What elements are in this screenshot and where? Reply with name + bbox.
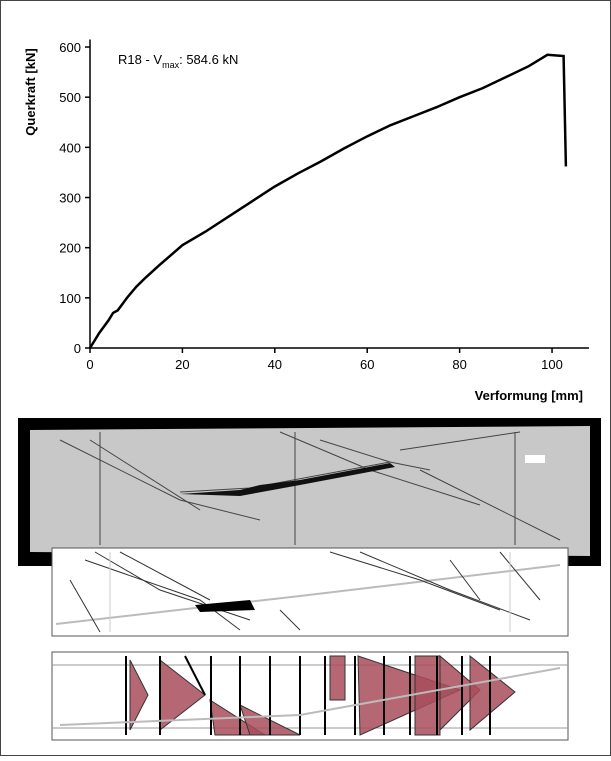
- strut-tie-model: [51, 651, 569, 741]
- x-axis-label: Verformung [mm]: [475, 388, 583, 403]
- y-axis-label: Querkraft [kN]: [23, 48, 38, 135]
- x-tick-label: 80: [452, 357, 466, 372]
- data-line: [88, 53, 568, 349]
- y-tick-label: 200: [59, 241, 81, 256]
- x-tick-label: 40: [268, 357, 282, 372]
- x-tick-label: 100: [541, 357, 563, 372]
- x-tick-label: 0: [86, 357, 93, 372]
- beam-photo: [18, 418, 601, 566]
- y-tick-label: 500: [59, 90, 81, 105]
- y-tick-label: 400: [59, 140, 81, 155]
- x-tick-label: 60: [360, 357, 374, 372]
- y-tick-label: 100: [59, 291, 81, 306]
- y-tick-label: 0: [74, 341, 81, 356]
- annotation: R18 - Vmax: 584.6 kN: [118, 52, 238, 70]
- crack-drawing: [51, 547, 569, 637]
- y-tick-label: 300: [59, 191, 81, 206]
- y-tick-label: 600: [59, 40, 81, 55]
- x-tick-label: 20: [175, 357, 189, 372]
